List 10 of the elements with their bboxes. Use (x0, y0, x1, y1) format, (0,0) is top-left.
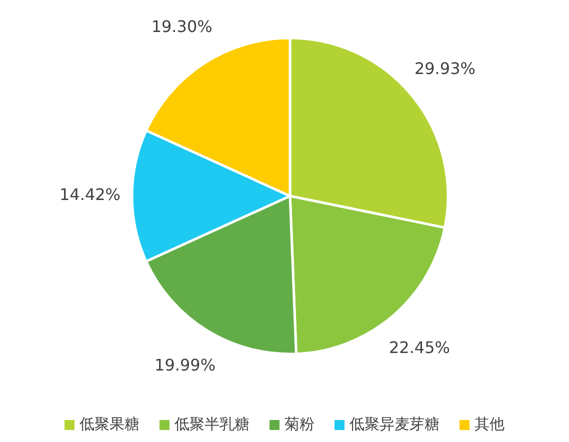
legend-label: 低聚果糖 (80, 415, 140, 434)
legend-label: 低聚异麦芽糖 (350, 415, 440, 434)
legend-label: 菊粉 (284, 415, 314, 434)
data-label: 19.30% (151, 17, 212, 36)
data-label: 19.99% (154, 356, 216, 375)
data-label: 22.45% (388, 338, 450, 357)
data-label: 14.42% (59, 185, 121, 204)
legend-label: 低聚半乳糖 (174, 415, 250, 434)
legend-label: 其他 (474, 415, 504, 434)
data-label: 29.93% (414, 58, 476, 78)
